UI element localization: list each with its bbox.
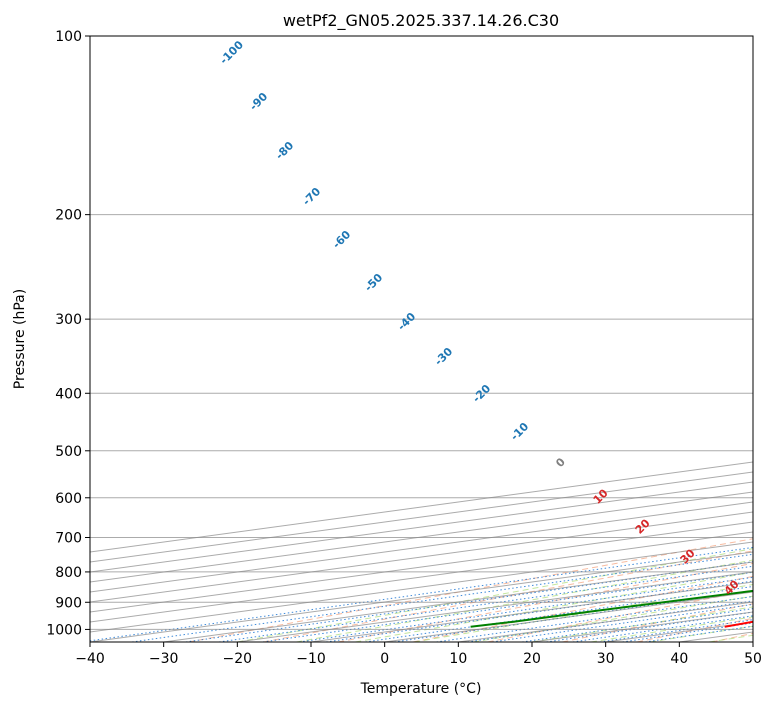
mixing-ratio-line xyxy=(131,553,753,642)
isotherm xyxy=(679,631,753,642)
isotherm xyxy=(90,541,753,633)
mixing-ratio-line xyxy=(436,595,753,642)
dry-adiabat xyxy=(188,538,753,642)
y-axis-ticks: 100 200 300 400 500 600 700 800 900 1000 xyxy=(46,29,90,638)
mixing-ratio-line xyxy=(522,608,753,642)
isotherm-label: -20 xyxy=(470,382,493,405)
mixing-ratio-line xyxy=(90,546,753,642)
moist-adiabat xyxy=(473,595,753,642)
isotherm-label: -40 xyxy=(395,310,418,333)
x-tick-label: 40 xyxy=(670,651,688,667)
isotherm-label: 20 xyxy=(633,516,653,536)
x-tick-label: −40 xyxy=(75,651,105,667)
plot-frame xyxy=(89,35,754,643)
x-tick-label: 0 xyxy=(380,651,389,667)
isotherm xyxy=(90,511,753,603)
isotherm xyxy=(310,581,753,642)
moist-adiabat xyxy=(414,583,753,642)
y-tick-label: 400 xyxy=(55,386,82,402)
isotherm xyxy=(752,641,753,642)
dry-adiabat xyxy=(263,550,753,642)
isotherm-label: -50 xyxy=(362,271,385,294)
x-tick-label: 10 xyxy=(449,651,467,667)
mixing-ratio-line xyxy=(326,580,753,642)
dry-adiabat xyxy=(338,562,753,642)
x-axis-label: Temperature (°C) xyxy=(360,681,482,697)
dry-adiabat xyxy=(711,632,753,642)
isotherm-label: -30 xyxy=(432,345,455,368)
isotherm xyxy=(90,501,753,593)
moist-adiabat xyxy=(649,625,753,642)
y-tick-label: 500 xyxy=(55,444,82,460)
isotherm-label: -80 xyxy=(273,139,296,162)
isotherm xyxy=(90,491,753,583)
isotherm xyxy=(90,521,753,613)
isotherm-label: -60 xyxy=(330,228,353,251)
dry-adiabat xyxy=(562,603,753,642)
chart-title: wetPf2_GN05.2025.337.14.26.C30 xyxy=(283,11,559,31)
y-tick-label: 800 xyxy=(55,565,82,581)
isotherm-label: -10 xyxy=(508,420,531,443)
y-tick-label: 900 xyxy=(55,595,82,611)
isotherm-label: -90 xyxy=(247,90,270,113)
isotherm xyxy=(90,461,753,553)
isotherm xyxy=(90,551,753,642)
isotherm xyxy=(90,471,753,563)
x-tick-label: −20 xyxy=(223,651,253,667)
isotherm xyxy=(384,591,753,642)
y-axis-label: Pressure (hPa) xyxy=(12,289,28,389)
isotherm xyxy=(531,611,753,642)
moist-adiabat xyxy=(355,571,753,642)
dry-adiabat xyxy=(487,589,753,642)
isotherm-label: -70 xyxy=(300,185,323,208)
isotherm xyxy=(90,531,753,623)
x-tick-label: −10 xyxy=(296,651,326,667)
mixing-ratio-line xyxy=(185,561,753,642)
isotherm xyxy=(90,481,753,573)
background-lines xyxy=(90,538,753,642)
grid-lines xyxy=(90,36,753,642)
x-axis-ticks: −40 −30 −20 −10 0 10 20 30 40 50 xyxy=(75,642,762,667)
y-tick-label: 200 xyxy=(55,208,82,224)
dry-adiabat xyxy=(636,617,753,642)
mixing-ratio-line xyxy=(492,603,753,642)
x-tick-label: 50 xyxy=(744,651,762,667)
y-tick-label: 100 xyxy=(55,29,82,45)
series-line xyxy=(470,589,753,628)
y-tick-label: 700 xyxy=(55,531,82,547)
inline-labels: -100-90-80-70-60-50-40-30-20-10010203040… xyxy=(217,38,742,598)
y-tick-label: 300 xyxy=(55,312,82,328)
series-lines xyxy=(470,589,753,628)
x-tick-label: 20 xyxy=(523,651,541,667)
x-tick-label: −30 xyxy=(149,651,179,667)
y-tick-label: 600 xyxy=(55,491,82,507)
isotherm-label: -100 xyxy=(217,38,246,67)
moist-adiabat xyxy=(531,606,753,642)
isotherm-label: 0 xyxy=(553,455,568,470)
x-tick-label: 30 xyxy=(597,651,615,667)
y-tick-label: 1000 xyxy=(46,622,82,638)
series-line xyxy=(724,620,753,628)
